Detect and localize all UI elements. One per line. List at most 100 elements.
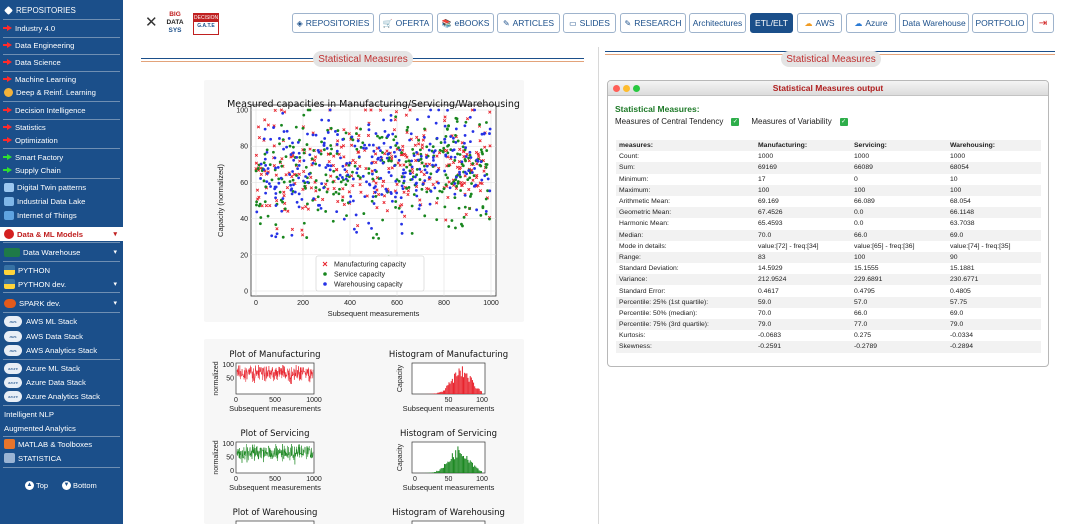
scatter-point: [312, 149, 315, 152]
nav-ebooks[interactable]: 📚eBOOKS: [437, 13, 494, 33]
scatter-point: [455, 176, 458, 179]
sidebar-item-smart-factory[interactable]: Smart Factory: [0, 150, 123, 164]
scatter-point: [296, 167, 299, 170]
nav-research[interactable]: ✎RESEARCH: [620, 13, 686, 33]
sidebar-divider: [3, 292, 120, 293]
nav-architectures[interactable]: Architectures: [689, 13, 746, 33]
sidebar-item-optimization[interactable]: Optimization: [0, 133, 123, 147]
x-tick-label: 800: [438, 300, 450, 307]
scatter-point: [326, 191, 329, 194]
top-button[interactable]: ▲Top: [25, 479, 48, 491]
matlab-icon: [4, 439, 15, 449]
nav-repositories[interactable]: ◈REPOSITORIES: [292, 13, 374, 33]
scatter-point: [429, 109, 432, 112]
scatter-point: [441, 190, 444, 193]
sidebar-item-data-ml-models[interactable]: Data & ML Models▾: [0, 227, 123, 241]
histogram-bar: [460, 453, 461, 473]
central-tendency-checkbox[interactable]: ✓: [731, 118, 739, 126]
sidebar-item-data-warehouse[interactable]: Data Warehouse▾: [0, 245, 123, 259]
histogram-bar: [446, 386, 447, 394]
scatter-point: [291, 170, 294, 173]
scatter-point: [389, 146, 392, 149]
scatter-point: [409, 163, 412, 166]
sidebar-item-intelligent-nlp[interactable]: Intelligent NLP: [0, 407, 123, 421]
aws-icon: aws: [4, 345, 22, 356]
histogram-bar: [475, 388, 476, 394]
logout-button[interactable]: ⇥: [1032, 13, 1054, 33]
scatter-point: [475, 208, 478, 211]
scatter-point: [341, 176, 344, 179]
histogram-bar: [452, 453, 453, 473]
scatter-point: [264, 200, 267, 203]
sidebar-item-data-lake[interactable]: Industrial Data Lake: [0, 194, 123, 208]
sidebar-item-augmented-analytics[interactable]: Augmented Analytics: [0, 421, 123, 435]
sidebar-item-machine-learning[interactable]: Machine Learning: [0, 72, 123, 86]
histogram-bar: [467, 378, 468, 394]
scatter-point: [391, 133, 394, 136]
diamond-icon: [4, 6, 13, 15]
sidebar-item-deep-learning[interactable]: Deep & Reinf. Learning: [0, 85, 123, 99]
nav-articles[interactable]: ✎ARTICLES: [497, 13, 560, 33]
sidebar-item-python[interactable]: PYTHON: [0, 263, 123, 277]
table-cell: 79.0: [947, 319, 1041, 330]
sidebar-item-decision-intelligence[interactable]: Decision Intelligence: [0, 103, 123, 117]
scatter-point: [296, 201, 299, 204]
scatter-point: [278, 142, 281, 145]
scatter-point: [362, 212, 365, 215]
scatter-point: [278, 137, 281, 140]
scatter-point: [352, 200, 355, 203]
scatter-point: [272, 151, 275, 154]
logo[interactable]: ✕ BIG DATA SYS DECISION G.A.T.E: [145, 11, 225, 39]
sidebar-item-statistics[interactable]: Statistics: [0, 120, 123, 134]
scatter-point: [352, 178, 355, 181]
bottom-button[interactable]: ▼Bottom: [62, 479, 97, 491]
scatter-point: [443, 138, 446, 141]
histogram-bar: [466, 373, 467, 394]
nav-azure[interactable]: ☁Azure: [846, 13, 896, 33]
close-icon[interactable]: ✕: [145, 15, 158, 30]
scatter-point: [362, 175, 365, 178]
scatter-point: [383, 142, 386, 145]
sidebar-header[interactable]: REPOSITORIES: [0, 3, 123, 17]
table-cell: Standard Error:: [616, 285, 755, 296]
sidebar-item-matlab[interactable]: MATLAB & Toolboxes: [0, 437, 123, 451]
table-cell: 10: [947, 174, 1041, 185]
table-cell: 66.0: [851, 308, 947, 319]
histogram-bar: [455, 373, 456, 394]
variability-checkbox[interactable]: ✓: [840, 118, 848, 126]
scatter-point: [374, 185, 377, 188]
nav-oferta[interactable]: 🛒OFERTA: [379, 13, 433, 33]
histogram-bar: [447, 462, 448, 473]
sidebar-item-data-engineering[interactable]: Data Engineering: [0, 38, 123, 52]
histogram-bar: [471, 462, 472, 473]
scatter-point: [269, 185, 272, 188]
scatter-point: [379, 177, 382, 180]
nav-portfolio[interactable]: PORTFOLIO: [972, 13, 1028, 33]
scatter-point: [370, 227, 373, 230]
sidebar-item-python-dev[interactable]: PYTHON dev.▾: [0, 277, 123, 291]
sidebar-item-supply-chain[interactable]: Supply Chain: [0, 163, 123, 177]
scatter-point: [329, 168, 332, 171]
red-arrow-icon: [3, 137, 12, 143]
sidebar-item-statistica[interactable]: STATISTICA: [0, 451, 123, 465]
sidebar-item-digital-twin[interactable]: Digital Twin patterns: [0, 180, 123, 194]
nav-etl-elt[interactable]: ETL/ELT: [750, 13, 793, 33]
scatter-point: [473, 167, 476, 170]
nav-aws[interactable]: ☁AWS: [797, 13, 842, 33]
histogram-bar: [443, 468, 444, 473]
sidebar-item-iot[interactable]: Internet of Things: [0, 208, 123, 222]
nav-slides[interactable]: ▭SLIDES: [563, 13, 616, 33]
sidebar-item-data-science[interactable]: Data Science: [0, 55, 123, 69]
scatter-point: [446, 151, 449, 154]
nav-data-warehouse[interactable]: Data Warehouse: [899, 13, 969, 33]
sidebar-item-industry[interactable]: Industry 4.0: [0, 21, 123, 35]
sidebar-item-spark-dev[interactable]: SPARK dev.▾: [0, 296, 123, 310]
scatter-point: [426, 165, 429, 168]
